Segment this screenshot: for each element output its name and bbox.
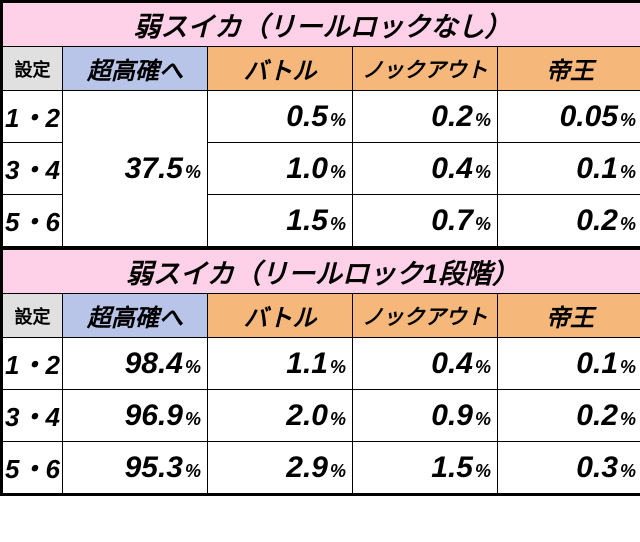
table-1-row-0-knockout-value: 0.2: [431, 100, 473, 133]
table-2-row-1-chokokaku-value: 96.9: [125, 399, 183, 432]
table-2-title: 弱スイカ（リールロック1段階）: [3, 250, 640, 294]
table-2-wrapper: 弱スイカ（リールロック1段階） 設定 超高確へ バトル ノックアウト 帝王 1・…: [0, 249, 640, 496]
table-2-row-2-chokokaku: 95.3%: [63, 442, 208, 494]
table-1-row-1-settei: 3・4: [3, 143, 63, 195]
table-1-row-0-settei: 1・2: [3, 91, 63, 143]
pct-symbol: %: [185, 461, 201, 481]
table-1-row-1-knockout-value: 0.4: [431, 152, 473, 185]
table-1-row-1-teio-value: 0.1: [576, 152, 618, 185]
pct-symbol: %: [620, 110, 636, 130]
table-2-header-knockout: ノックアウト: [353, 294, 498, 338]
pct-symbol: %: [475, 461, 491, 481]
table-2-row-0-teio-value: 0.1: [576, 347, 618, 380]
table-2-row-2-battle: 2.9%: [208, 442, 353, 494]
table-2-row-0-settei: 1・2: [3, 338, 63, 390]
table-2-row-2: 5・6 95.3% 2.9% 1.5% 0.3%: [3, 442, 640, 494]
table-1-row-1-teio: 0.1%: [498, 143, 640, 195]
table-2-row-1-battle: 2.0%: [208, 390, 353, 442]
table-2-header-settei: 設定: [3, 294, 63, 338]
table-2-row-0-battle: 1.1%: [208, 338, 353, 390]
table-1-header-knockout: ノックアウト: [353, 47, 498, 91]
table-2-row-1-teio-value: 0.2: [576, 399, 618, 432]
table-2-row-0-knockout: 0.4%: [353, 338, 498, 390]
table-2-row-2-knockout: 1.5%: [353, 442, 498, 494]
table-2-row-2-teio-value: 0.3: [576, 451, 618, 484]
table-2-row-1-settei: 3・4: [3, 390, 63, 442]
table-1-header-battle: バトル: [208, 47, 353, 91]
table-2-title-row: 弱スイカ（リールロック1段階）: [3, 250, 640, 294]
table-2-header-battle: バトル: [208, 294, 353, 338]
pct-symbol: %: [330, 357, 346, 377]
table-1-row-0-teio-value: 0.05: [560, 100, 618, 133]
table-1-row-1-battle-value: 1.0: [286, 152, 328, 185]
table-2-row-0-battle-value: 1.1: [286, 347, 328, 380]
table-2-row-2-chokokaku-value: 95.3: [125, 451, 183, 484]
table-2-row-1-knockout: 0.9%: [353, 390, 498, 442]
pct-symbol: %: [475, 357, 491, 377]
pct-symbol: %: [475, 409, 491, 429]
table-2-row-0-teio: 0.1%: [498, 338, 640, 390]
table-2-row-2-knockout-value: 1.5: [431, 451, 473, 484]
table-1-row-2-settei: 5・6: [3, 195, 63, 247]
table-1-row-1-knockout: 0.4%: [353, 143, 498, 195]
table-2-row-0: 1・2 98.4% 1.1% 0.4% 0.1%: [3, 338, 640, 390]
table-2-row-2-battle-value: 2.9: [286, 451, 328, 484]
pct-symbol: %: [475, 214, 491, 234]
table-1-row-2-battle-value: 1.5: [286, 204, 328, 237]
table-1-row-0-battle: 0.5%: [208, 91, 353, 143]
pct-symbol: %: [330, 162, 346, 182]
table-2-row-1-teio: 0.2%: [498, 390, 640, 442]
pct-symbol: %: [620, 162, 636, 182]
table-1-row-2-teio: 0.2%: [498, 195, 640, 247]
table-2-row-0-chokokaku-value: 98.4: [125, 347, 183, 380]
pct-symbol: %: [330, 110, 346, 130]
pct-symbol: %: [330, 461, 346, 481]
table-1: 弱スイカ（リールロックなし） 設定 超高確へ バトル ノックアウト 帝王 1・2…: [2, 2, 640, 247]
pct-symbol: %: [185, 409, 201, 429]
pct-symbol: %: [185, 357, 201, 377]
table-2-header-chokokaku: 超高確へ: [63, 294, 208, 338]
pct-symbol: %: [185, 162, 201, 182]
table-2-row-0-knockout-value: 0.4: [431, 347, 473, 380]
table-1-title: 弱スイカ（リールロックなし）: [3, 3, 640, 47]
pct-symbol: %: [620, 214, 636, 234]
table-1-chokokaku-merged: 37.5%: [63, 91, 208, 247]
table-2-row-0-chokokaku: 98.4%: [63, 338, 208, 390]
pct-symbol: %: [330, 409, 346, 429]
table-1-header-settei: 設定: [3, 47, 63, 91]
pct-symbol: %: [330, 214, 346, 234]
table-1-row-0-knockout: 0.2%: [353, 91, 498, 143]
table-1-header-teio: 帝王: [498, 47, 640, 91]
table-1-row-0-teio: 0.05%: [498, 91, 640, 143]
table-1-wrapper: 弱スイカ（リールロックなし） 設定 超高確へ バトル ノックアウト 帝王 1・2…: [0, 0, 640, 249]
pct-symbol: %: [475, 162, 491, 182]
table-1-row-2-knockout: 0.7%: [353, 195, 498, 247]
table-1-chokokaku-value: 37.5: [125, 152, 183, 185]
table-1-title-row: 弱スイカ（リールロックなし）: [3, 3, 640, 47]
pct-symbol: %: [475, 110, 491, 130]
pct-symbol: %: [620, 409, 636, 429]
table-1-row-1-battle: 1.0%: [208, 143, 353, 195]
pct-symbol: %: [620, 461, 636, 481]
table-2-header-teio: 帝王: [498, 294, 640, 338]
table-1-row-2-teio-value: 0.2: [576, 204, 618, 237]
table-2-row-1: 3・4 96.9% 2.0% 0.9% 0.2%: [3, 390, 640, 442]
table-2-row-1-chokokaku: 96.9%: [63, 390, 208, 442]
table-2-row-1-knockout-value: 0.9: [431, 399, 473, 432]
table-1-header-chokokaku: 超高確へ: [63, 47, 208, 91]
table-1-header-row: 設定 超高確へ バトル ノックアウト 帝王: [3, 47, 640, 91]
table-1-row-2-battle: 1.5%: [208, 195, 353, 247]
table-2-row-2-settei: 5・6: [3, 442, 63, 494]
table-1-row-2-knockout-value: 0.7: [431, 204, 473, 237]
table-1-row-0-battle-value: 0.5: [286, 100, 328, 133]
table-2-row-1-battle-value: 2.0: [286, 399, 328, 432]
table-1-row-0: 1・2 37.5% 0.5% 0.2% 0.05%: [3, 91, 640, 143]
table-2-row-2-teio: 0.3%: [498, 442, 640, 494]
table-2: 弱スイカ（リールロック1段階） 設定 超高確へ バトル ノックアウト 帝王 1・…: [2, 249, 640, 494]
pct-symbol: %: [620, 357, 636, 377]
table-2-header-row: 設定 超高確へ バトル ノックアウト 帝王: [3, 294, 640, 338]
